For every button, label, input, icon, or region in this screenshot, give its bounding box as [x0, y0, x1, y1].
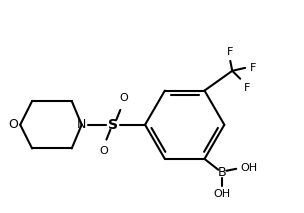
Text: OH: OH	[240, 163, 257, 173]
Text: N: N	[77, 118, 86, 131]
Text: F: F	[227, 47, 233, 57]
Text: O: O	[99, 147, 108, 157]
Text: O: O	[8, 118, 18, 131]
Text: OH: OH	[214, 189, 231, 199]
Text: F: F	[250, 63, 257, 73]
Text: O: O	[119, 93, 128, 103]
Text: S: S	[108, 118, 118, 132]
Text: F: F	[244, 83, 250, 93]
Text: B: B	[218, 166, 227, 179]
